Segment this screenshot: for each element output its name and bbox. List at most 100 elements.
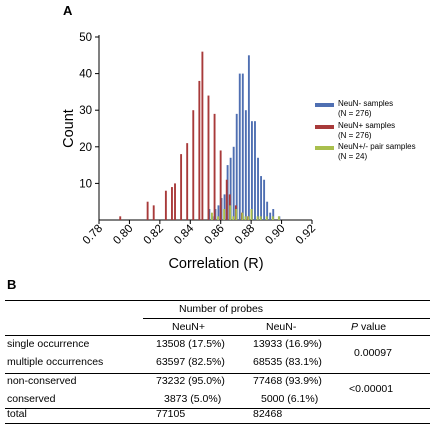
histogram-bar <box>247 55 250 220</box>
histogram-bar <box>277 216 280 220</box>
histogram-bar <box>211 212 213 220</box>
histogram-bar <box>207 95 210 220</box>
table-group-header-row: Number of probes <box>5 302 430 319</box>
table-column-header-row: NeuN+ NeuN- P value <box>5 320 430 337</box>
neun-pos-value: 13508 (17.5%) <box>156 338 225 350</box>
table-row: single occurrence 13508 (17.5%) 13933 (1… <box>5 337 430 354</box>
histogram-bar <box>269 212 272 220</box>
histogram-bar <box>259 216 262 220</box>
group-header-rule <box>143 318 430 319</box>
x-tick-label: 0.82 <box>142 223 166 247</box>
histogram-bar <box>223 209 226 220</box>
histogram-bar <box>250 121 253 220</box>
row-label: single occurrence <box>7 338 90 350</box>
histogram-bar <box>217 205 220 220</box>
histogram-bar <box>219 150 222 220</box>
neun-neg-value: 82468 <box>253 408 283 420</box>
histogram-bar <box>254 121 256 220</box>
histogram-bar <box>256 216 259 220</box>
histogram-bar <box>241 73 244 220</box>
legend-label: NeuN+/- pair samples <box>338 142 416 151</box>
histogram-bar <box>180 154 183 220</box>
row-group-rule <box>5 408 430 409</box>
histogram-bar <box>266 201 269 220</box>
histogram-bar <box>244 110 247 220</box>
y-tick-label: 40 <box>79 69 92 81</box>
histogram-bar <box>271 216 274 220</box>
histogram-bar <box>265 216 268 220</box>
row-label: multiple occurrences <box>7 356 104 368</box>
legend-label: NeuN- samples <box>338 99 393 108</box>
x-tick-label: 0.80 <box>111 223 135 247</box>
x-tick-label: 0.78 <box>81 223 105 247</box>
legend-swatch <box>315 146 334 150</box>
legend-sublabel: (N = 276) <box>338 131 372 140</box>
histogram-bar <box>119 216 122 220</box>
histogram-bar <box>213 113 216 220</box>
x-tick-label: 0.92 <box>294 223 318 247</box>
row-label: conserved <box>7 393 56 405</box>
histogram-bar <box>250 209 253 220</box>
neun-neg-value: 13933 (16.9%) <box>253 338 322 350</box>
chart-bars <box>119 51 281 220</box>
x-tick-label: 0.84 <box>172 222 197 247</box>
y-tick-label: 10 <box>79 178 92 190</box>
histogram-bar <box>174 183 176 220</box>
neun-pos-value: 3873 (5.0%) <box>164 393 222 405</box>
histogram-bar <box>235 113 238 220</box>
histogram-bar <box>198 80 201 220</box>
histogram-bar <box>192 110 195 220</box>
column-header-p-value: P value <box>351 321 387 333</box>
histogram-bar <box>186 143 189 220</box>
legend-swatch <box>315 103 334 107</box>
histogram-bar <box>152 205 155 220</box>
row-label: total <box>7 408 27 420</box>
histogram-bar <box>232 216 235 220</box>
p-value-conservation: <0.00001 <box>349 383 394 395</box>
histogram-bar <box>229 157 232 220</box>
histogram-bar <box>260 176 263 220</box>
histogram-bar <box>146 201 149 220</box>
x-tick-label: 0.86 <box>203 223 227 247</box>
histogram-bar <box>223 194 226 220</box>
x-tick-label: 0.90 <box>263 223 287 247</box>
histogram-bar <box>201 51 204 220</box>
group-header: Number of probes <box>179 303 264 315</box>
table-top-rule <box>5 300 430 301</box>
row-label: non-conserved <box>7 375 77 387</box>
histogram-bar <box>241 212 244 220</box>
table-row: non-conserved 73232 (95.0%) 77468 (93.9%… <box>5 374 430 391</box>
histogram-chart: 10 20 30 40 50 0.78 0.80 0.82 0.84 0.86 0.88 0.90 0.… <box>61 32 416 272</box>
x-tick-label: 0.88 <box>233 223 257 247</box>
histogram-bar <box>232 146 235 220</box>
legend-label: NeuN+ samples <box>338 121 395 130</box>
histogram-bar <box>225 179 228 220</box>
histogram-bar <box>272 209 275 220</box>
table-row: conserved 3873 (5.0%) 5000 (6.1%) <box>5 392 430 409</box>
header-bottom-rule <box>5 335 430 336</box>
chart-legend: NeuN- samples(N = 276)NeuN+ samples(N = … <box>315 99 416 161</box>
legend-sublabel: (N = 276) <box>338 109 372 118</box>
histogram-bar <box>235 209 238 220</box>
legend-sublabel: (N = 24) <box>338 152 367 161</box>
legend-swatch <box>315 125 334 129</box>
y-tick-label: 30 <box>79 105 92 117</box>
p-value-word: value <box>360 321 387 333</box>
histogram-bar <box>164 190 167 220</box>
histogram-bar <box>244 216 247 220</box>
chart-axes: 10 20 30 40 50 0.78 0.80 0.82 0.84 0.86 0.88 0.90 0.… <box>61 32 318 272</box>
histogram-bar <box>257 157 259 220</box>
histogram-bar <box>229 205 232 220</box>
neun-neg-value: 68535 (83.1%) <box>253 356 322 368</box>
histogram-bar <box>171 187 173 220</box>
table-row: multiple occurrences 63597 (82.5%) 68535… <box>5 355 430 372</box>
panel-a-label: A <box>63 3 73 18</box>
histogram-bar <box>238 73 241 220</box>
neun-pos-value: 73232 (95.0%) <box>156 375 225 387</box>
neun-neg-value: 5000 (6.1%) <box>261 393 319 405</box>
panel-b-label: B <box>7 277 17 292</box>
column-header-neun-neg: NeuN- <box>266 321 297 333</box>
neun-pos-value: 63597 (82.5%) <box>156 356 225 368</box>
table-row-total: total 77105 82468 <box>5 407 430 424</box>
